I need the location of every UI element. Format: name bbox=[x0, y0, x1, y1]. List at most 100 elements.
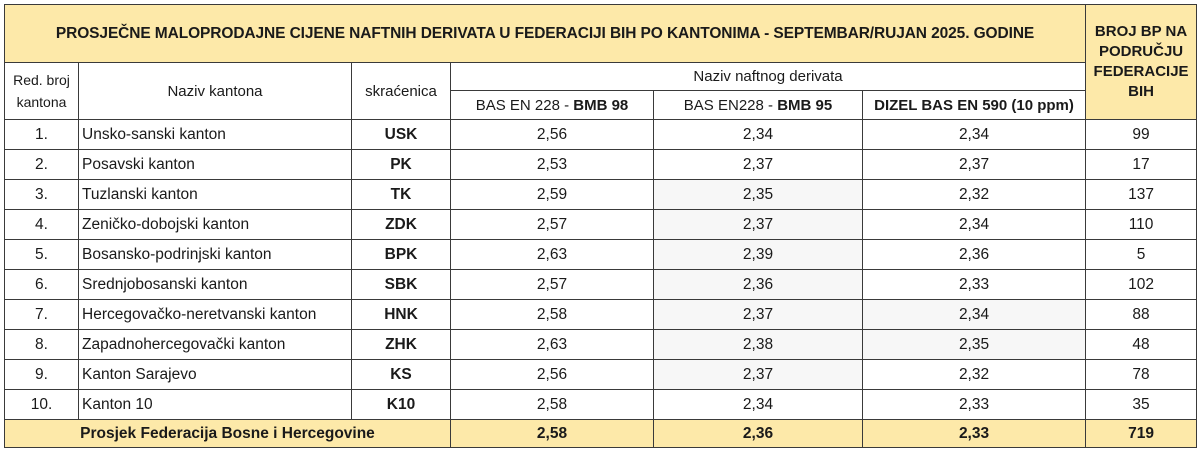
table-row: 4. Zeničko-dobojski kanton ZDK 2,57 2,37 2,34… bbox=[4, 209, 1198, 240]
total-bmb98: 2,58 bbox=[450, 419, 654, 448]
canton-name: Hercegovačko-neretvanski kanton bbox=[78, 299, 352, 330]
table-row: 1. Unsko-sanski kanton USK 2,56 2,34 2,34 99 bbox=[4, 119, 1198, 150]
product-header-dizel: DIZEL BAS EN 590 (10 ppm) bbox=[861, 90, 1087, 120]
bp-count: 48 bbox=[1085, 329, 1198, 360]
price-dizel: 2,34 bbox=[861, 119, 1087, 150]
table-row: 3. Tuzlanski kanton TK 2,59 2,35 2,32 137 bbox=[4, 179, 1198, 210]
total-row: Prosjek Federacija Bosne i Hercegovine 2,… bbox=[4, 419, 1198, 448]
row-number: 8. bbox=[4, 329, 79, 360]
price-dizel: 2,34 bbox=[861, 209, 1087, 240]
row-number: 6. bbox=[4, 269, 79, 300]
row-number: 5. bbox=[4, 239, 79, 270]
price-bmb98: 2,56 bbox=[450, 119, 654, 150]
canton-name: Tuzlanski kanton bbox=[78, 179, 352, 210]
row-number: 3. bbox=[4, 179, 79, 210]
table-row: 6. Srednjobosanski kanton SBK 2,57 2,36 2,33 1… bbox=[4, 269, 1198, 300]
price-bmb98: 2,58 bbox=[450, 389, 654, 420]
product-bold: BMB 98 bbox=[573, 96, 629, 114]
table-row: 5. Bosansko-podrinjski kanton BPK 2,63 2,39 2… bbox=[4, 239, 1198, 270]
product-prefix: BAS EN 228 - bbox=[475, 96, 574, 114]
product-header-bmb98: BAS EN 228 - BMB 98 bbox=[450, 90, 654, 120]
product-header-bmb95: BAS EN228 - BMB 95 bbox=[653, 90, 863, 120]
price-dizel: 2,32 bbox=[861, 359, 1087, 390]
bp-count: 99 bbox=[1085, 119, 1198, 150]
abbreviation-header: skraćenica bbox=[351, 62, 451, 120]
product-bold: DIZEL BAS EN 590 (10 ppm) bbox=[874, 96, 1074, 114]
price-bmb95: 2,39 bbox=[653, 239, 863, 270]
price-dizel: 2,35 bbox=[861, 329, 1087, 360]
price-bmb98: 2,56 bbox=[450, 359, 654, 390]
table-title: PROSJEČNE MALOPRODAJNE CIJENE NAFTNIH DE… bbox=[3, 4, 1087, 63]
price-bmb98: 2,59 bbox=[450, 179, 654, 210]
table-row: 9. Kanton Sarajevo KS 2,56 2,37 2,32 78 bbox=[4, 359, 1198, 390]
price-bmb95: 2,34 bbox=[653, 389, 863, 420]
price-bmb98: 2,63 bbox=[450, 239, 654, 270]
price-bmb95: 2,34 bbox=[653, 119, 863, 150]
total-bp: 719 bbox=[1085, 419, 1198, 448]
table-row: 8. Zapadnohercegovački kanton ZHK 2,63 2,38 2… bbox=[4, 329, 1198, 360]
canton-name: Zeničko-dobojski kanton bbox=[78, 209, 352, 240]
price-bmb95: 2,38 bbox=[653, 329, 863, 360]
canton-name: Kanton Sarajevo bbox=[78, 359, 352, 390]
canton-name: Zapadnohercegovački kanton bbox=[78, 329, 352, 360]
canton-abbreviation: BPK bbox=[351, 239, 451, 270]
price-bmb95: 2,37 bbox=[653, 149, 863, 180]
price-bmb98: 2,53 bbox=[450, 149, 654, 180]
price-bmb95: 2,35 bbox=[653, 179, 863, 210]
bp-count: 88 bbox=[1085, 299, 1198, 330]
canton-abbreviation: TK bbox=[351, 179, 451, 210]
bp-count: 5 bbox=[1085, 239, 1198, 270]
canton-abbreviation: USK bbox=[351, 119, 451, 150]
price-bmb98: 2,57 bbox=[450, 269, 654, 300]
product-bold: BMB 95 bbox=[777, 96, 833, 114]
price-bmb95: 2,36 bbox=[653, 269, 863, 300]
row-number: 10. bbox=[4, 389, 79, 420]
canton-abbreviation: K10 bbox=[351, 389, 451, 420]
row-number: 1. bbox=[4, 119, 79, 150]
price-bmb95: 2,37 bbox=[653, 299, 863, 330]
total-label: Prosjek Federacija Bosne i Hercegovine bbox=[4, 419, 451, 448]
product-prefix: BAS EN228 - bbox=[683, 96, 778, 114]
fuel-price-table: PROSJEČNE MALOPRODAJNE CIJENE NAFTNIH DE… bbox=[3, 4, 1198, 448]
canton-name: Kanton 10 bbox=[78, 389, 352, 420]
canton-abbreviation: ZHK bbox=[351, 329, 451, 360]
price-dizel: 2,37 bbox=[861, 149, 1087, 180]
price-bmb98: 2,58 bbox=[450, 299, 654, 330]
table-row: 7. Hercegovačko-neretvanski kanton HNK 2,58… bbox=[4, 299, 1198, 330]
price-dizel: 2,32 bbox=[861, 179, 1087, 210]
bp-count: 137 bbox=[1085, 179, 1198, 210]
canton-abbreviation: ZDK bbox=[351, 209, 451, 240]
price-dizel: 2,33 bbox=[861, 269, 1087, 300]
price-dizel: 2,34 bbox=[861, 299, 1087, 330]
row-number: 9. bbox=[4, 359, 79, 390]
bp-count: 102 bbox=[1085, 269, 1198, 300]
canton-name-header: Naziv kantona bbox=[78, 62, 352, 120]
total-bmb95: 2,36 bbox=[653, 419, 863, 448]
table-row: 10. Kanton 10 K10 2,58 2,34 2,33 35 bbox=[4, 389, 1198, 420]
price-dizel: 2,33 bbox=[861, 389, 1087, 420]
product-group-header: Naziv naftnog derivata bbox=[449, 62, 1087, 91]
total-dizel: 2,33 bbox=[861, 419, 1087, 448]
canton-name: Bosansko-podrinjski kanton bbox=[78, 239, 352, 270]
canton-name: Unsko-sanski kanton bbox=[78, 119, 352, 150]
price-bmb98: 2,57 bbox=[450, 209, 654, 240]
canton-abbreviation: KS bbox=[351, 359, 451, 390]
price-dizel: 2,36 bbox=[861, 239, 1087, 270]
canton-abbreviation: HNK bbox=[351, 299, 451, 330]
canton-abbreviation: PK bbox=[351, 149, 451, 180]
price-bmb95: 2,37 bbox=[653, 359, 863, 390]
bp-count: 110 bbox=[1085, 209, 1198, 240]
table-row: 2. Posavski kanton PK 2,53 2,37 2,37 17 bbox=[4, 149, 1198, 180]
row-number: 2. bbox=[4, 149, 79, 180]
canton-name: Posavski kanton bbox=[78, 149, 352, 180]
row-number-header: Red. broj kantona bbox=[4, 62, 79, 120]
canton-abbreviation: SBK bbox=[351, 269, 451, 300]
price-bmb95: 2,37 bbox=[653, 209, 863, 240]
bp-count: 35 bbox=[1085, 389, 1198, 420]
bp-count: 17 bbox=[1085, 149, 1198, 180]
bp-count-header: BROJ BP NA PODRUČJU FEDERACIJE BIH bbox=[1085, 4, 1198, 120]
bp-count: 78 bbox=[1085, 359, 1198, 390]
price-bmb98: 2,63 bbox=[450, 329, 654, 360]
row-number: 7. bbox=[4, 299, 79, 330]
row-number: 4. bbox=[4, 209, 79, 240]
